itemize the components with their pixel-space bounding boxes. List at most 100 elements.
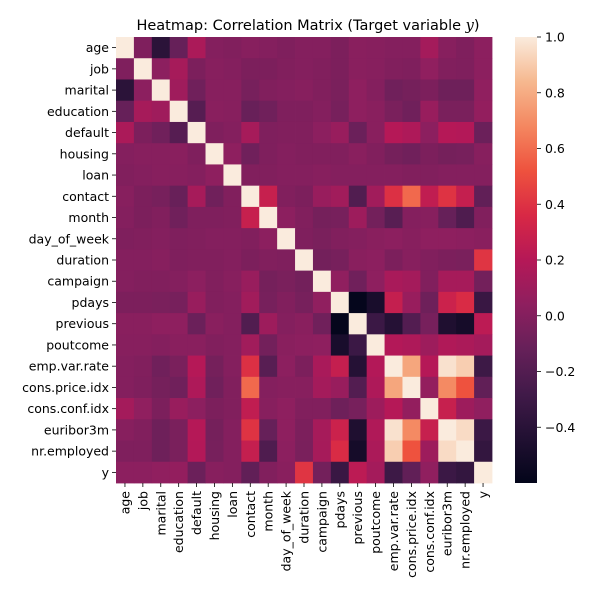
heatmap-cell xyxy=(456,121,475,144)
heatmap-cell xyxy=(456,143,475,165)
heatmap-cell xyxy=(277,37,296,59)
heatmap-cell xyxy=(169,270,189,293)
heatmap-cell xyxy=(330,37,350,59)
heatmap-cell xyxy=(223,228,242,250)
x-tick-label: education xyxy=(171,491,186,553)
heatmap-cell xyxy=(312,58,332,80)
heatmap-cell xyxy=(474,313,493,335)
heatmap-cell xyxy=(420,355,439,378)
heatmap-cell xyxy=(438,228,457,250)
heatmap-cell xyxy=(295,440,314,463)
heatmap-cell xyxy=(384,249,403,272)
heatmap-cell xyxy=(259,37,278,59)
heatmap-cell xyxy=(205,270,224,293)
heatmap-cell xyxy=(205,185,224,208)
heatmap-cell xyxy=(312,206,332,229)
heatmap-cell xyxy=(151,334,171,356)
heatmap-cell xyxy=(169,121,189,144)
heatmap-cell xyxy=(259,164,278,187)
heatmap-cell xyxy=(223,313,242,335)
heatmap-cell xyxy=(169,206,189,229)
heatmap-cell xyxy=(116,185,135,208)
heatmap-cell xyxy=(366,313,385,335)
heatmap-cell xyxy=(348,461,368,484)
heatmap-cells xyxy=(116,37,493,484)
heatmap-cell xyxy=(402,143,421,165)
heatmap-cell xyxy=(187,143,206,165)
heatmap-cell xyxy=(151,398,171,420)
heatmap-cell xyxy=(384,185,403,208)
heatmap-cell xyxy=(402,334,421,356)
heatmap-cell xyxy=(474,121,493,144)
heatmap-cell xyxy=(187,249,206,272)
heatmap-cell xyxy=(116,206,135,229)
heatmap-cell xyxy=(241,270,260,293)
heatmap-cell xyxy=(169,461,189,484)
heatmap-cell xyxy=(223,355,242,378)
colorbar-tick-label: 0.6 xyxy=(545,141,565,156)
heatmap-cell xyxy=(205,206,224,229)
heatmap-cell xyxy=(116,58,135,80)
heatmap-cell xyxy=(241,58,260,80)
heatmap-cell xyxy=(312,313,332,335)
heatmap-cell xyxy=(205,291,224,314)
y-tick-label: duration xyxy=(56,253,109,268)
y-tick-label: marital xyxy=(65,83,109,98)
heatmap-cell xyxy=(348,121,368,144)
heatmap-cell xyxy=(295,270,314,293)
heatmap-cell xyxy=(456,376,475,399)
heatmap-cell xyxy=(187,58,206,80)
heatmap-cell xyxy=(169,398,189,420)
heatmap-cell xyxy=(402,58,421,80)
heatmap-cell xyxy=(151,228,171,250)
heatmap-cell xyxy=(169,291,189,314)
heatmap-cell xyxy=(330,440,350,463)
heatmap-cell xyxy=(348,79,368,102)
heatmap-cell xyxy=(312,270,332,293)
heatmap-cell xyxy=(133,313,153,335)
heatmap-cell xyxy=(116,419,135,441)
heatmap-cell xyxy=(474,249,493,272)
x-tick-label: age xyxy=(117,491,132,515)
heatmap-cell xyxy=(402,270,421,293)
x-tick-label: month xyxy=(261,491,276,532)
heatmap-cell xyxy=(312,228,332,250)
heatmap-cell xyxy=(241,164,260,187)
heatmap-cell xyxy=(384,100,403,123)
heatmap-cell xyxy=(277,249,296,272)
heatmap-cell xyxy=(438,313,457,335)
heatmap-cell xyxy=(205,313,224,335)
heatmap-cell xyxy=(438,461,457,484)
heatmap-cell xyxy=(384,291,403,314)
x-tick-label: contact xyxy=(243,491,258,538)
heatmap-cell xyxy=(295,228,314,250)
heatmap-cell xyxy=(169,164,189,187)
heatmap-cell xyxy=(384,270,403,293)
heatmap-cell xyxy=(420,249,439,272)
heatmap-cell xyxy=(438,334,457,356)
heatmap-cell xyxy=(277,58,296,80)
heatmap-cell xyxy=(187,398,206,420)
heatmap-cell xyxy=(169,100,189,123)
heatmap-cell xyxy=(330,58,350,80)
heatmap-cell xyxy=(187,37,206,59)
heatmap-cell xyxy=(169,185,189,208)
colorbar-tick-label: 0.8 xyxy=(545,85,565,100)
heatmap-cell xyxy=(438,185,457,208)
heatmap-cell xyxy=(223,79,242,102)
heatmap-cell xyxy=(151,100,171,123)
heatmap-cell xyxy=(366,185,385,208)
heatmap-cell xyxy=(312,461,332,484)
heatmap-cell xyxy=(241,440,260,463)
heatmap-cell xyxy=(384,164,403,187)
heatmap-cell xyxy=(223,100,242,123)
heatmap-cell xyxy=(474,206,493,229)
y-tick-label: loan xyxy=(82,168,109,183)
heatmap-cell xyxy=(205,334,224,356)
heatmap-cell xyxy=(241,398,260,420)
heatmap-cell xyxy=(348,37,368,59)
heatmap-cell xyxy=(223,143,242,165)
heatmap-cell xyxy=(438,440,457,463)
heatmap-cell xyxy=(169,37,189,59)
heatmap-cell xyxy=(402,37,421,59)
